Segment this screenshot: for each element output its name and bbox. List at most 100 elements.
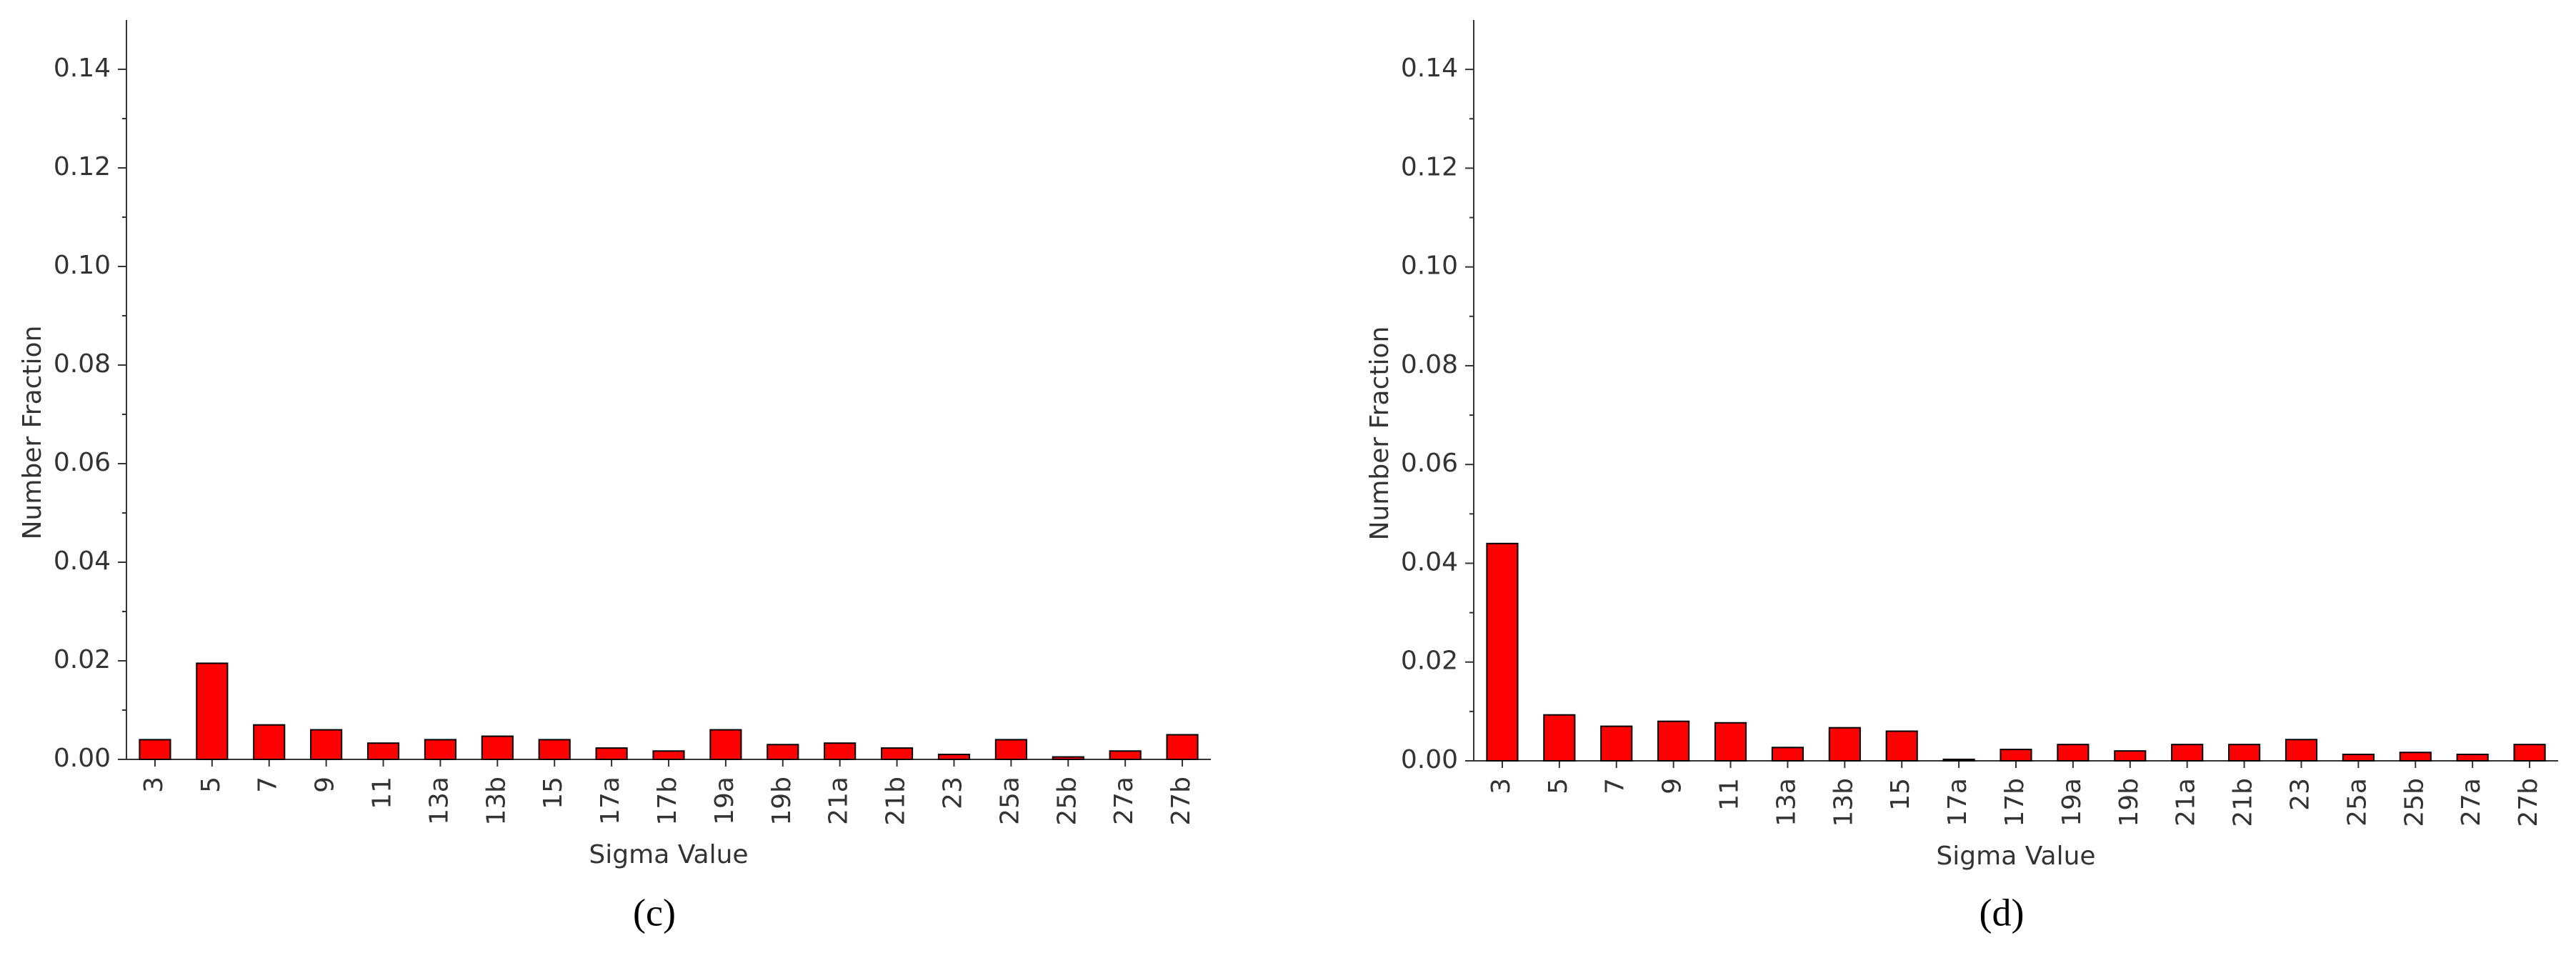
bar — [595, 747, 628, 761]
x-tick-label: 9 — [311, 777, 340, 793]
y-tick-label: 0.06 — [1401, 449, 1458, 478]
bar — [994, 739, 1027, 761]
bar — [253, 724, 286, 761]
x-tick-label: 25b — [2400, 778, 2429, 827]
y-tick-label: 0.08 — [1401, 350, 1458, 379]
bar — [196, 662, 229, 761]
bar — [881, 747, 914, 761]
y-tick-label: 0.08 — [54, 349, 111, 379]
bar — [1828, 727, 1861, 762]
x-tick-label: 9 — [1658, 778, 1687, 794]
x-tick-label: 25b — [1052, 777, 1082, 826]
x-tick-label: 25a — [2342, 778, 2372, 827]
x-tick-label: 13a — [424, 777, 454, 825]
bar — [1771, 747, 1804, 762]
bar — [2000, 749, 2032, 762]
y-tick-label: 0.06 — [54, 448, 111, 477]
caption: (c) — [633, 891, 676, 934]
x-tick-label: 13a — [1772, 778, 1801, 827]
bar — [310, 729, 343, 760]
y-tick-label: 0.10 — [54, 251, 111, 280]
x-tick-label: 19b — [2115, 778, 2144, 827]
bar — [424, 739, 456, 761]
x-tick-label: 27a — [2457, 778, 2486, 827]
x-tick-label: 15 — [1886, 778, 1915, 811]
y-tick-label: 0.14 — [54, 54, 111, 83]
x-tick-label: 19a — [2057, 778, 2087, 827]
y-tick-label: 0.02 — [1401, 647, 1458, 676]
chart: 0.00 0.02 0.04 0.06 0.08 0.10 0.12 0.14 3 5 7 9 11 13… — [18, 20, 1211, 934]
x-tick-label: 5 — [1544, 778, 1573, 794]
bar — [709, 729, 742, 760]
x-tick-label: 23 — [2285, 778, 2315, 811]
bar — [2399, 752, 2432, 762]
x-axis-label: Sigma Value — [1936, 842, 2095, 871]
bar — [2513, 744, 2546, 762]
x-tick-label: 15 — [539, 777, 568, 809]
y-axis-label: Number Fraction — [18, 326, 47, 540]
y-tick-label: 0.12 — [1401, 152, 1458, 181]
bar — [2285, 739, 2318, 762]
chart: 0.00 0.02 0.04 0.06 0.08 0.10 0.12 0.14 3 5 7 9 11 13… — [1365, 20, 2558, 934]
x-tick-label: 17a — [596, 777, 625, 825]
x-tick-label: 13b — [1829, 778, 1858, 827]
x-tick-label: 17b — [653, 777, 682, 826]
x-tick-label: 3 — [139, 777, 169, 793]
x-tick-label: 27b — [2514, 778, 2543, 827]
bar — [2228, 744, 2261, 762]
bar — [1486, 542, 1519, 762]
x-tick-label: 11 — [1715, 778, 1744, 811]
x-tick-label: 19a — [710, 777, 739, 825]
bar — [1657, 720, 1690, 762]
bar — [2171, 744, 2204, 762]
x-tick-label: 21a — [824, 777, 854, 825]
x-axis-label: Sigma Value — [589, 840, 748, 869]
x-tick-label: 21a — [2172, 778, 2201, 827]
y-tick-label: 0.10 — [1401, 251, 1458, 281]
bar — [2456, 754, 2489, 762]
bar — [767, 744, 799, 761]
x-tick-label: 27a — [1109, 777, 1139, 825]
y-tick-label: 0.00 — [1401, 745, 1458, 774]
x-tick-label: 11 — [368, 777, 397, 809]
y-tick-label: 0.00 — [54, 744, 111, 773]
y-tick-label: 0.04 — [54, 547, 111, 576]
bar — [139, 739, 171, 761]
bar — [1109, 750, 1142, 761]
bar — [937, 754, 971, 760]
bar — [2114, 750, 2147, 762]
caption: (d) — [1980, 891, 2025, 934]
x-tick-label: 17a — [1943, 778, 1972, 827]
x-tick-label: 13b — [481, 777, 511, 826]
bar — [1052, 756, 1084, 761]
y-tick-label: 0.04 — [1401, 547, 1458, 577]
x-tick-label: 21b — [882, 777, 911, 826]
bar — [1166, 734, 1199, 760]
x-tick-label: 23 — [938, 777, 967, 809]
bar — [1885, 730, 1918, 762]
x-tick-label: 7 — [254, 777, 283, 793]
y-axis-label: Number Fraction — [1365, 326, 1394, 541]
y-tick-label: 0.14 — [1401, 54, 1458, 83]
bar — [1714, 722, 1747, 762]
x-tick-label: 17b — [2000, 778, 2030, 827]
bar — [1942, 758, 1975, 762]
x-tick-label: 25a — [995, 777, 1024, 825]
bar — [481, 735, 514, 760]
bar — [538, 739, 571, 761]
x-tick-label: 21b — [2229, 778, 2258, 827]
bar — [1543, 714, 1576, 762]
x-tick-label: 5 — [196, 777, 226, 793]
bar — [366, 742, 400, 760]
y-tick-label: 0.02 — [54, 645, 111, 674]
bar — [2057, 744, 2090, 762]
x-tick-label: 19b — [767, 777, 797, 826]
x-tick-label: 3 — [1487, 778, 1516, 794]
y-tick-label: 0.12 — [54, 152, 111, 181]
bar — [2342, 754, 2375, 762]
bar — [824, 742, 857, 760]
bar — [652, 750, 685, 761]
x-tick-label: 27b — [1167, 777, 1196, 826]
bar — [1600, 725, 1633, 762]
